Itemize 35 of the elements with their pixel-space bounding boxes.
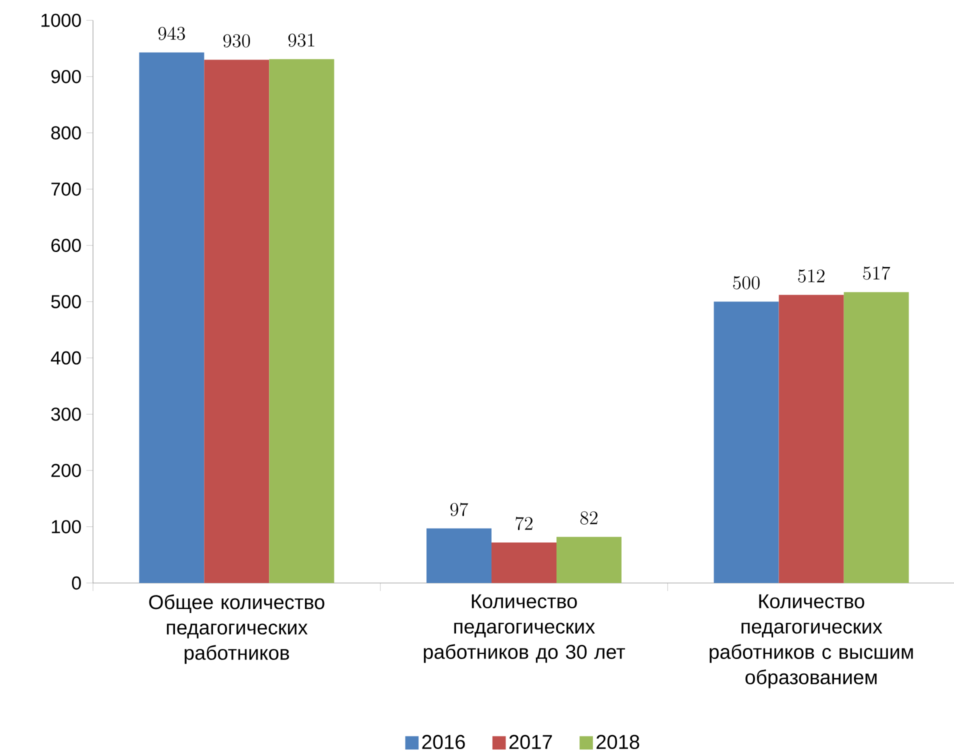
data-label: 517 (863, 266, 890, 280)
y-tick-label: 700 (51, 182, 81, 196)
bar (844, 292, 909, 583)
data-label: 82 (580, 511, 598, 525)
x-tick-label: Общее количество педагогических работников (149, 594, 324, 664)
y-tick-label: 500 (51, 295, 81, 308)
y-tick-label: 600 (51, 238, 81, 252)
x-tick-label: Количество педагогических работников с высшим образованием (710, 594, 913, 688)
y-tick-label: 100 (52, 520, 81, 534)
bar (556, 536, 622, 583)
bar (714, 302, 779, 583)
y-tick-label: 200 (51, 464, 81, 478)
data-label: 930 (223, 34, 250, 48)
data-label: 931 (288, 34, 314, 47)
y-tick-label: 300 (51, 408, 81, 421)
bar (204, 60, 270, 583)
legend-label: 2018 (596, 734, 640, 750)
bar (426, 528, 492, 583)
bar (269, 59, 334, 583)
data-label: 97 (450, 502, 468, 516)
data-label: 512 (798, 269, 824, 283)
bar (492, 542, 556, 583)
data-label: 500 (733, 276, 760, 290)
y-tick-label: 400 (50, 351, 81, 365)
y-tick-label: 0 (72, 576, 81, 590)
y-tick-label: 800 (51, 126, 81, 140)
bar (778, 294, 844, 583)
data-label: 72 (516, 516, 532, 530)
x-tick-label: Количество педагогических работников до 30 лет (424, 594, 626, 663)
y-tick-label: 900 (51, 70, 81, 84)
legend-label: 2016 (422, 734, 465, 750)
legend-label: 2017 (509, 734, 552, 750)
y-tick-label: 1000 (42, 14, 81, 27)
bar (139, 52, 204, 583)
data-label: 943 (158, 26, 185, 40)
